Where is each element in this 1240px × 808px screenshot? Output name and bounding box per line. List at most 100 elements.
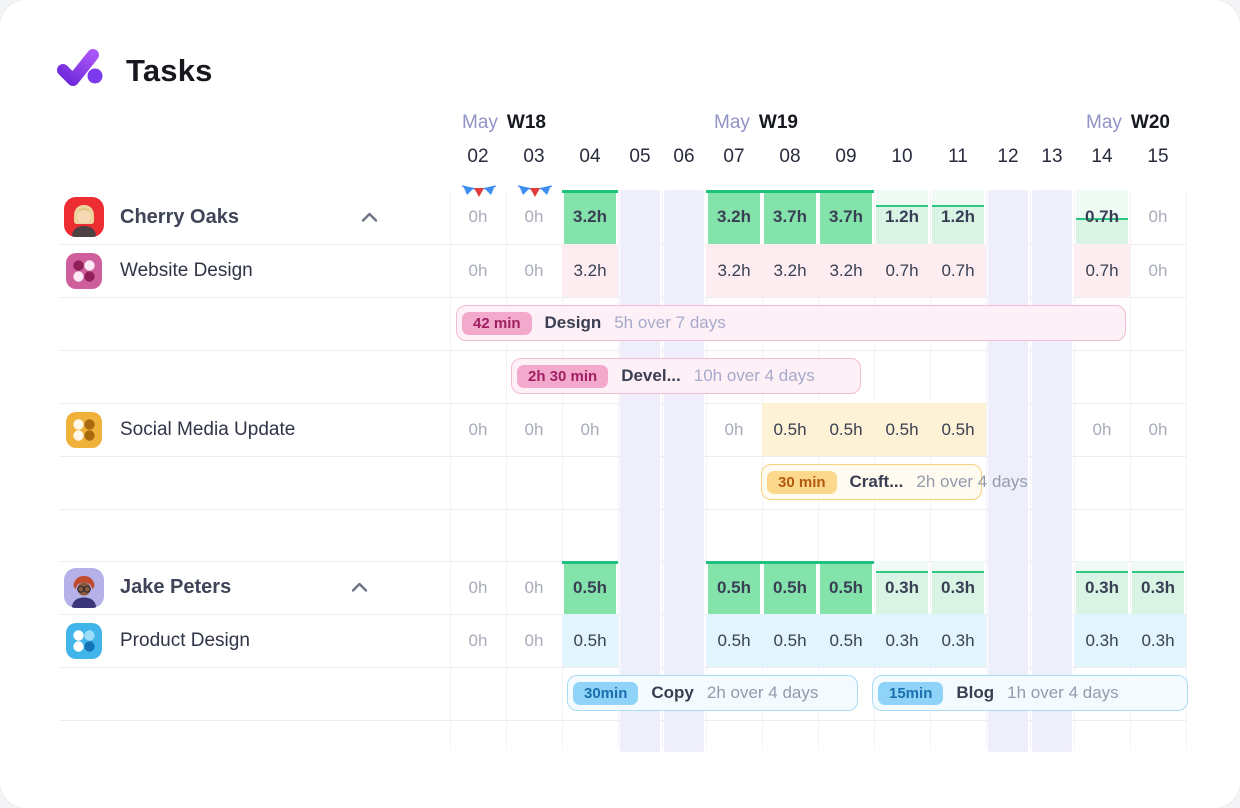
capacity-cell[interactable]: 0h (1148, 207, 1168, 226)
task-row-website-design[interactable]: Website Design 0h 0h 3.2h 3.2h 3.2h 3.2h… (0, 244, 1240, 297)
capacity-cell[interactable]: 0.7h (1074, 190, 1130, 244)
month-label: May (462, 112, 498, 133)
page-title: Tasks (126, 53, 213, 88)
project-dots-icon (66, 411, 102, 448)
task-hours-cell[interactable]: 0h (468, 419, 488, 439)
task-hours-cell[interactable]: 0.5h (562, 614, 618, 667)
task-hours-cell[interactable]: 0h (724, 419, 744, 439)
capacity-cell[interactable]: 0.3h (1074, 561, 1130, 614)
task-row-product-design[interactable]: Product Design 0h 0h 0.5h 0.5h 0.5h 0.5h… (0, 614, 1240, 667)
capacity-cell[interactable]: 0h (468, 577, 488, 597)
capacity-cell[interactable]: 0.3h (1130, 561, 1186, 614)
time-badge: 30min (573, 681, 639, 705)
task-hours-cell[interactable]: 0.5h (818, 403, 874, 456)
bar-title: Copy (651, 683, 694, 702)
person-label-cherry-oaks[interactable]: Cherry Oaks (60, 190, 450, 244)
week-number: W20 (1130, 112, 1170, 133)
bar-title: Blog (956, 683, 995, 702)
gridline (1130, 190, 1131, 748)
task-hours-cell[interactable]: 0.5h (762, 614, 818, 667)
bar-duration: 2h over 4 days (706, 683, 819, 702)
task-hours-cell[interactable]: 0.5h (762, 403, 818, 456)
capacity-cell[interactable]: 0h (524, 577, 544, 597)
task-hours-cell[interactable]: 3.2h (562, 244, 618, 297)
schedule-bar-development[interactable]: 2h 30 min Devel... 10h over 4 days (511, 358, 861, 394)
capacity-cell[interactable]: 3.2h (706, 190, 762, 244)
task-hours-cell[interactable]: 0h (1148, 419, 1168, 439)
gridline (618, 190, 619, 748)
bar-duration: 10h over 4 days (693, 366, 815, 385)
holiday-flags-icon (460, 183, 498, 200)
month-label: May (714, 112, 750, 133)
avatar (64, 197, 104, 237)
project-dots-icon (66, 622, 102, 659)
week-header-w20: May W20 (1086, 110, 1170, 136)
capacity-cell[interactable]: 3.2h (562, 190, 618, 244)
task-row-social-media-update[interactable]: Social Media Update 0h 0h 0h 0h 0.5h 0.5… (0, 403, 1240, 456)
capacity-cell[interactable]: 0.5h (706, 561, 762, 614)
task-hours-cell[interactable]: 0.3h (874, 614, 930, 667)
collapse-chevron-up-icon[interactable] (361, 212, 378, 223)
task-hours-cell[interactable]: 0h (468, 630, 488, 650)
schedule-bar-blog[interactable]: 15min Blog 1h over 4 days (872, 675, 1188, 711)
capacity-cell[interactable]: 0h (468, 207, 488, 226)
task-hours-cell[interactable]: 3.2h (818, 244, 874, 297)
task-hours-cell[interactable]: 0.3h (1130, 614, 1186, 667)
task-hours-cell[interactable]: 0.7h (874, 244, 930, 297)
person-label-jake-peters[interactable]: Jake Peters (60, 561, 450, 614)
task-hours-cell[interactable]: 0h (580, 419, 600, 439)
task-label-social-media-update[interactable]: Social Media Update (60, 403, 450, 456)
capacity-cell[interactable]: 1.2h (930, 190, 986, 244)
capacity-cell[interactable]: 0.5h (562, 561, 618, 614)
task-hours-cell[interactable]: 0h (524, 260, 544, 280)
schedule-bar-copy[interactable]: 30min Copy 2h over 4 days (567, 675, 858, 711)
day-header-04: 04 (579, 146, 601, 167)
task-hours-cell[interactable]: 0.5h (818, 614, 874, 667)
gridline (506, 190, 507, 748)
task-hours-cell[interactable]: 0.3h (1074, 614, 1130, 667)
task-hours-cell[interactable]: 0h (524, 419, 544, 439)
gridline (662, 190, 663, 748)
task-hours-cell[interactable]: 0.5h (930, 403, 986, 456)
schedule-bar-craft[interactable]: 30 min Craft... 2h over 4 days (761, 464, 1028, 500)
week-header-w19: May W19 (714, 110, 798, 136)
capacity-cell[interactable]: 0.5h (818, 561, 874, 614)
day-header-03: 03 (523, 146, 545, 167)
holiday-flags-icon (516, 183, 554, 200)
collapse-chevron-up-icon[interactable] (351, 582, 368, 593)
person-row-jake-peters[interactable]: Jake Peters 0h 0h 0.5h 0.5h 0.5h 0.5h 0.… (0, 561, 1240, 614)
task-hours-cell[interactable]: 0h (1092, 419, 1112, 439)
task-hours-cell[interactable]: 0.7h (930, 244, 986, 297)
gridline (450, 190, 451, 748)
task-label-website-design[interactable]: Website Design (60, 244, 450, 297)
day-header-02: 02 (467, 146, 489, 167)
project-dots-icon (66, 252, 102, 289)
task-hours-cell[interactable]: 0.5h (874, 403, 930, 456)
capacity-cell[interactable]: 0h (524, 207, 544, 226)
task-name: Website Design (120, 259, 253, 281)
task-hours-cell[interactable]: 0h (468, 260, 488, 280)
person-row-cherry-oaks[interactable]: Cherry Oaks 0h 0h 3.2h 3.2h 3.7h 3.7h 1.… (0, 190, 1240, 244)
schedule-bar-design[interactable]: 42 min Design 5h over 7 days (456, 305, 1126, 341)
capacity-cell[interactable]: 0.5h (762, 561, 818, 614)
gridline (1074, 190, 1075, 748)
task-hours-cell[interactable]: 0h (524, 630, 544, 650)
capacity-cell[interactable]: 0.3h (874, 561, 930, 614)
week-header-w18: May W18 (462, 110, 546, 136)
task-hours-cell[interactable]: 0.3h (930, 614, 986, 667)
task-hours-cell[interactable]: 3.2h (706, 244, 762, 297)
bar-duration: 2h over 4 days (916, 472, 1028, 491)
task-hours-cell[interactable]: 0.5h (706, 614, 762, 667)
app-header: Tasks (56, 48, 213, 94)
task-hours-cell[interactable]: 3.2h (762, 244, 818, 297)
capacity-cell[interactable]: 1.2h (874, 190, 930, 244)
capacity-cell[interactable]: 3.7h (762, 190, 818, 244)
gridline (706, 190, 707, 748)
capacity-cell[interactable]: 0.3h (930, 561, 986, 614)
capacity-cell[interactable]: 3.7h (818, 190, 874, 244)
task-label-product-design[interactable]: Product Design (60, 614, 450, 667)
task-hours-cell[interactable]: 0.7h (1074, 244, 1130, 297)
weekend-band (1032, 190, 1072, 752)
task-hours-cell[interactable]: 0h (1148, 260, 1168, 280)
